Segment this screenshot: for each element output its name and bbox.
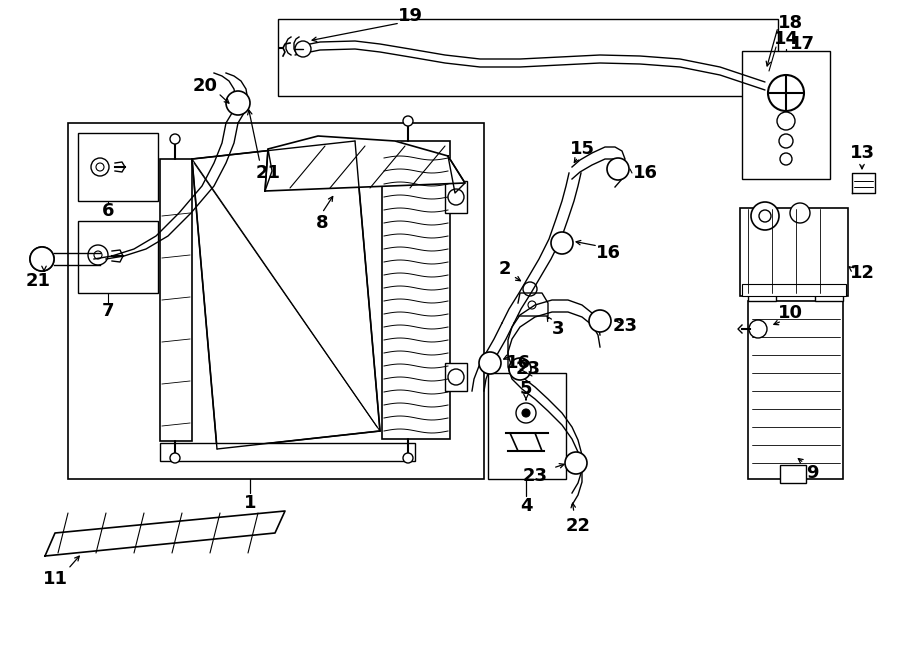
Bar xyxy=(160,159,192,441)
Text: 23: 23 xyxy=(523,467,547,485)
Circle shape xyxy=(509,358,531,380)
Circle shape xyxy=(403,453,413,463)
Circle shape xyxy=(790,203,810,223)
Bar xyxy=(742,284,846,296)
Circle shape xyxy=(479,352,501,374)
Bar xyxy=(742,51,830,179)
Circle shape xyxy=(749,320,767,338)
Polygon shape xyxy=(852,173,875,193)
Bar xyxy=(815,283,843,301)
Bar xyxy=(754,70,766,86)
Bar xyxy=(278,19,778,96)
Text: 11: 11 xyxy=(42,570,68,588)
Polygon shape xyxy=(265,136,465,191)
Circle shape xyxy=(88,245,108,265)
Text: 8: 8 xyxy=(316,214,328,232)
Circle shape xyxy=(295,41,311,57)
Circle shape xyxy=(403,116,413,126)
Bar xyxy=(445,363,467,391)
Text: 17: 17 xyxy=(790,35,815,53)
Text: 22: 22 xyxy=(565,517,590,535)
Circle shape xyxy=(91,158,109,176)
Circle shape xyxy=(607,158,629,180)
Text: 2: 2 xyxy=(499,260,511,278)
Circle shape xyxy=(522,409,530,417)
Text: 19: 19 xyxy=(398,7,422,25)
Text: 4: 4 xyxy=(520,497,532,515)
Circle shape xyxy=(30,247,54,271)
Circle shape xyxy=(170,134,180,144)
Circle shape xyxy=(94,251,102,259)
Bar xyxy=(445,181,467,213)
Text: 16: 16 xyxy=(596,244,620,262)
Circle shape xyxy=(448,369,464,385)
Bar xyxy=(78,221,158,293)
Circle shape xyxy=(30,247,54,271)
Circle shape xyxy=(170,453,180,463)
Circle shape xyxy=(516,403,536,423)
Polygon shape xyxy=(45,511,285,556)
Bar xyxy=(68,123,484,479)
Text: 9: 9 xyxy=(806,464,818,482)
Circle shape xyxy=(780,153,792,165)
Bar xyxy=(740,208,848,296)
Polygon shape xyxy=(448,156,465,193)
Circle shape xyxy=(589,310,611,332)
Bar xyxy=(488,373,566,479)
Text: 13: 13 xyxy=(850,144,875,162)
Text: 3: 3 xyxy=(552,320,564,338)
Circle shape xyxy=(226,91,250,115)
Circle shape xyxy=(777,112,795,130)
Bar xyxy=(160,443,415,461)
Text: 7: 7 xyxy=(102,302,114,320)
Text: 21: 21 xyxy=(256,164,281,182)
Text: 10: 10 xyxy=(778,304,803,322)
Text: 14: 14 xyxy=(773,30,798,48)
Circle shape xyxy=(551,232,573,254)
Text: 15: 15 xyxy=(570,140,595,158)
Bar xyxy=(748,279,776,301)
Text: 6: 6 xyxy=(102,202,114,220)
Polygon shape xyxy=(265,149,272,191)
Text: 18: 18 xyxy=(778,14,803,32)
Polygon shape xyxy=(518,293,548,316)
Text: 12: 12 xyxy=(850,264,875,282)
Text: 23: 23 xyxy=(516,360,541,378)
Circle shape xyxy=(96,163,104,171)
Bar xyxy=(382,141,450,439)
Text: 1: 1 xyxy=(244,494,256,512)
Circle shape xyxy=(759,210,771,222)
Bar xyxy=(748,301,843,479)
Circle shape xyxy=(523,282,537,296)
Circle shape xyxy=(768,75,804,111)
Circle shape xyxy=(528,301,536,309)
Bar xyxy=(752,68,768,88)
Text: 16: 16 xyxy=(633,164,658,182)
Circle shape xyxy=(565,452,587,474)
Circle shape xyxy=(448,189,464,205)
Text: 21: 21 xyxy=(25,272,50,290)
Bar xyxy=(78,133,158,201)
Circle shape xyxy=(779,134,793,148)
Text: 20: 20 xyxy=(193,77,218,95)
Text: 16: 16 xyxy=(506,354,530,372)
Text: 23: 23 xyxy=(613,317,637,335)
Text: 5: 5 xyxy=(520,380,532,398)
Circle shape xyxy=(36,253,48,265)
Bar xyxy=(780,465,806,483)
Circle shape xyxy=(751,202,779,230)
